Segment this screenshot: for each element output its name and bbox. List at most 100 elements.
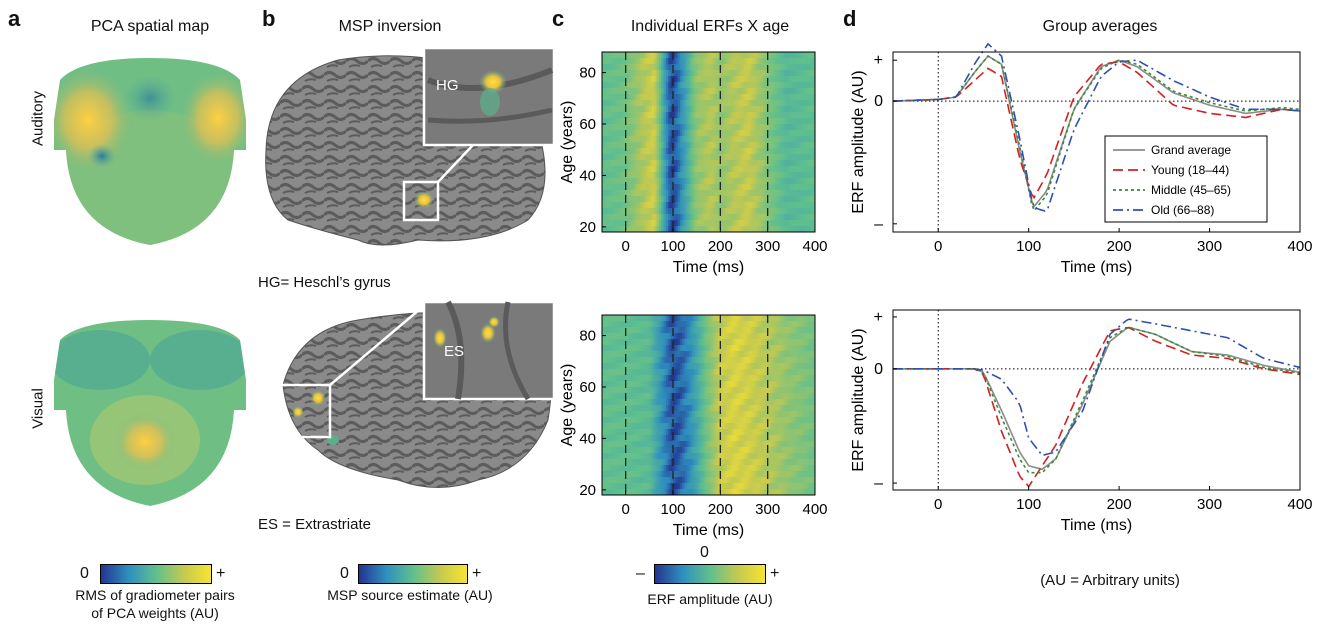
heatmap-cell [699,130,702,137]
heatmap-cell [751,220,754,227]
heatmap-cell [741,471,745,478]
heatmap-cell [646,441,650,448]
heatmap-cell [656,357,660,364]
heatmap-cell [639,393,643,400]
heatmap-cell [796,70,799,77]
heatmap-cell [710,226,714,233]
heatmap-cell [687,477,691,484]
heatmap-cell [710,82,714,89]
heatmap-cell [611,142,615,149]
heatmap-cell [630,315,634,322]
heatmap-cell [646,345,650,352]
heatmap-cell [798,184,802,191]
heatmap-cell [644,112,648,119]
heatmap-cell [623,489,627,496]
heatmap-cell [779,160,783,167]
heatmap-cell [604,112,608,119]
heatmap-cell [717,196,721,203]
heatmap-cell [729,393,733,400]
heatmap-cell [710,435,714,442]
heatmap-cell [613,453,617,460]
heatmap-cell [602,381,605,388]
heatmap-cell [649,76,653,83]
heatmap-cell [649,52,653,59]
heatmap-cell [623,142,627,149]
heatmap-cell [715,381,719,388]
heatmap-cell [788,100,792,107]
heatmap-cell [739,208,743,215]
heatmap-cell [620,148,624,155]
heatmap-cell [793,214,797,221]
heatmap-cell [800,70,804,77]
heatmap-cell [717,178,721,185]
heatmap-cell [654,405,657,412]
heatmap-cell [642,315,646,322]
heatmap-cell [696,339,700,346]
heatmap-cell [713,333,717,340]
heatmap-cell [710,184,714,191]
heatmap-cell [748,196,752,203]
heatmap-cell [656,154,660,161]
heatmap-cell [663,184,667,191]
heatmap-cell [635,142,638,149]
heatmap-cell [644,118,648,125]
heatmap-cell [708,226,712,233]
heatmap-cell [649,100,653,107]
heatmap-cell [701,154,705,161]
heatmap-cell [604,58,608,65]
heatmap-cell [623,417,627,424]
heatmap-cell [741,435,745,442]
heatmap-cell [755,459,759,466]
heatmap-cell [654,363,657,370]
heatmap-cell [628,453,631,460]
heatmap-cell [642,178,646,185]
heatmap-cell [687,118,691,125]
heatmap-cell [729,220,733,227]
heatmap-cell [696,429,700,436]
heatmap-cell [699,52,702,59]
heatmap-cell [699,375,702,382]
heatmap-cell [717,202,721,209]
heatmap-cell [673,226,676,233]
heatmap-cell [753,357,757,364]
heatmap-cell [770,160,773,167]
heatmap-cell [746,118,750,125]
heatmap-cell [677,411,681,418]
heatmap-cell [658,118,662,125]
heatmap-cell [604,196,608,203]
heatmap-cell [793,202,797,209]
heatmap-cell [701,142,705,149]
heatmap-cell [637,100,641,107]
heatmap-cell [649,447,653,454]
heatmap-cell [639,417,643,424]
heatmap-cell [670,333,674,340]
heatmap-cell [620,52,624,59]
heatmap-cell [694,459,698,466]
heatmap-cell [620,351,624,358]
heatmap-cell [793,226,797,233]
heatmap-cell [713,196,717,203]
heatmap-cell [717,321,721,328]
heatmap-cell [637,142,641,149]
heatmap-cell [670,52,674,59]
heatmap-cell [762,64,766,71]
heatmap-cell [786,226,790,233]
heatmap-cell [644,130,648,137]
heatmap-cell [717,327,721,334]
heatmap-cell [722,405,726,412]
heatmap-cell [774,106,778,113]
heatmap-cell [651,333,655,340]
heatmap-cell [774,417,778,424]
heatmap-cell [675,423,679,430]
heatmap-cell [639,106,643,113]
heatmap-cell [661,166,665,173]
heatmap-cell [606,447,610,454]
heatmap-cell [677,52,681,59]
heatmap-cell [753,196,757,203]
heatmap-cell [635,220,638,227]
heatmap-cell [630,435,634,442]
heatmap-cell [684,106,688,113]
heatmap-cell [772,315,776,322]
heatmap-cell [616,411,620,418]
heatmap-cell [699,333,702,340]
